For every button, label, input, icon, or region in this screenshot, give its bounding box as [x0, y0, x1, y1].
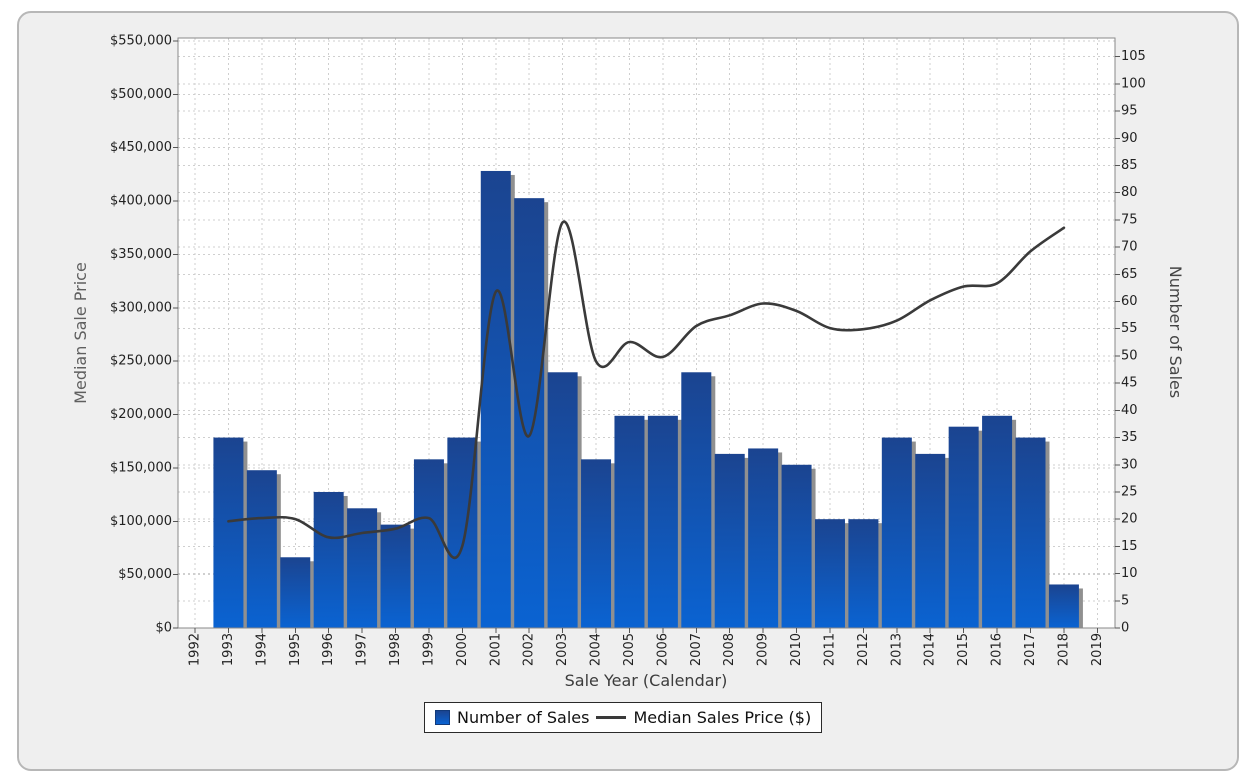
- x-tick-label-2007: 2007: [689, 633, 704, 666]
- bar-2008: [714, 453, 745, 628]
- bar-2016: [982, 415, 1013, 628]
- right-tick-label-95: 95: [1121, 104, 1138, 119]
- left-tick-label-200000: $200,000: [110, 407, 172, 422]
- legend: Number of Sales Median Sales Price ($): [424, 702, 823, 733]
- bar-series: [213, 170, 1083, 628]
- bar-1994: [246, 470, 277, 628]
- right-tick-label-40: 40: [1121, 403, 1138, 418]
- x-tick-label-1997: 1997: [355, 633, 370, 666]
- x-tick-label-2012: 2012: [856, 633, 871, 666]
- bar-1999: [413, 459, 444, 628]
- bar-2009: [748, 448, 779, 628]
- right-tick-label-30: 30: [1121, 457, 1138, 472]
- x-tick-label-2018: 2018: [1056, 633, 1071, 666]
- x-tick-label-2006: 2006: [655, 633, 670, 666]
- x-tick-label-2013: 2013: [889, 633, 904, 666]
- legend-bar-label: Number of Sales: [457, 708, 590, 727]
- plot-border: [177, 37, 1116, 629]
- x-tick-label-1995: 1995: [288, 633, 303, 666]
- left-tick-label-300000: $300,000: [110, 300, 172, 315]
- bar-1997: [347, 508, 378, 628]
- x-tick-label-2017: 2017: [1023, 633, 1038, 666]
- right-tick-label-100: 100: [1121, 76, 1146, 91]
- right-tick-label-50: 50: [1121, 348, 1138, 363]
- x-tick-label-2005: 2005: [622, 633, 637, 666]
- x-tick-label-2000: 2000: [455, 633, 470, 666]
- bar-2018: [1048, 584, 1079, 628]
- bar-1996: [313, 491, 344, 628]
- left-tick-label-150000: $150,000: [110, 460, 172, 475]
- right-tick-label-65: 65: [1121, 267, 1138, 282]
- x-tick-label-1993: 1993: [221, 633, 236, 666]
- bar-2002: [514, 198, 545, 628]
- x-tick-label-2019: 2019: [1090, 633, 1105, 666]
- right-tick-label-10: 10: [1121, 566, 1138, 581]
- left-tick-label-500000: $500,000: [110, 87, 172, 102]
- bar-2005: [614, 415, 645, 628]
- left-tick-label-0: $0: [155, 621, 172, 636]
- bar-2014: [915, 453, 946, 628]
- right-tick-label-0: 0: [1121, 621, 1129, 636]
- bar-2010: [781, 464, 812, 628]
- legend-line-label: Median Sales Price ($): [633, 708, 812, 727]
- bar-2004: [581, 459, 612, 628]
- x-tick-label-1996: 1996: [321, 633, 336, 666]
- right-tick-label-15: 15: [1121, 539, 1138, 554]
- x-tick-label-1999: 1999: [421, 633, 436, 666]
- median-price-line: [227, 220, 1066, 559]
- bar-2013: [881, 437, 912, 628]
- left-tick-label-400000: $400,000: [110, 194, 172, 209]
- right-tick-label-45: 45: [1121, 376, 1138, 391]
- x-tick-label-2011: 2011: [823, 633, 838, 666]
- right-tick-label-60: 60: [1121, 294, 1138, 309]
- axes: $0 $50,000 $100,000 $150,000 $200,000 $250,00…: [110, 34, 1146, 667]
- left-tick-label-250000: $250,000: [110, 354, 172, 369]
- bar-1998: [380, 524, 411, 628]
- bar-2017: [1015, 437, 1046, 628]
- bar-2001: [480, 170, 511, 628]
- right-tick-label-35: 35: [1121, 430, 1138, 445]
- right-tick-label-80: 80: [1121, 185, 1138, 200]
- right-tick-label-75: 75: [1121, 212, 1138, 227]
- x-tick-label-2015: 2015: [956, 633, 971, 666]
- x-tick-label-2002: 2002: [522, 633, 537, 666]
- x-tick-label-2014: 2014: [923, 633, 938, 666]
- bar-1993: [213, 437, 244, 628]
- right-tick-label-70: 70: [1121, 240, 1138, 255]
- right-tick-label-5: 5: [1121, 593, 1129, 608]
- bar-2012: [848, 519, 879, 628]
- right-tick-label-20: 20: [1121, 512, 1138, 527]
- x-tick-label-1998: 1998: [388, 633, 403, 666]
- right-tick-label-55: 55: [1121, 321, 1138, 336]
- left-tick-label-100000: $100,000: [110, 514, 172, 529]
- line-series-swatch-icon: [596, 716, 627, 719]
- right-tick-label-105: 105: [1121, 49, 1146, 64]
- left-tick-label-550000: $550,000: [110, 34, 172, 49]
- bar-2015: [948, 426, 979, 628]
- bar-2011: [814, 519, 845, 628]
- right-tick-label-25: 25: [1121, 484, 1138, 499]
- x-tick-label-2001: 2001: [488, 633, 503, 666]
- x-tick-label-1994: 1994: [254, 633, 269, 666]
- bar-2006: [647, 415, 678, 628]
- left-tick-label-450000: $450,000: [110, 140, 172, 155]
- bar-2007: [681, 372, 712, 628]
- x-tick-label-2003: 2003: [555, 633, 570, 666]
- bar-2003: [547, 372, 578, 628]
- bar-1995: [280, 557, 311, 628]
- x-tick-label-2010: 2010: [789, 633, 804, 666]
- right-tick-label-85: 85: [1121, 158, 1138, 173]
- left-tick-label-50000: $50,000: [118, 567, 172, 582]
- x-tick-label-2008: 2008: [722, 633, 737, 666]
- x-tick-label-2004: 2004: [589, 633, 604, 666]
- bar-series-swatch-icon: [435, 710, 450, 725]
- x-tick-label-2016: 2016: [990, 633, 1005, 666]
- left-tick-label-350000: $350,000: [110, 247, 172, 262]
- right-tick-label-90: 90: [1121, 131, 1138, 146]
- x-tick-label-1992: 1992: [188, 633, 203, 666]
- x-tick-label-2009: 2009: [756, 633, 771, 666]
